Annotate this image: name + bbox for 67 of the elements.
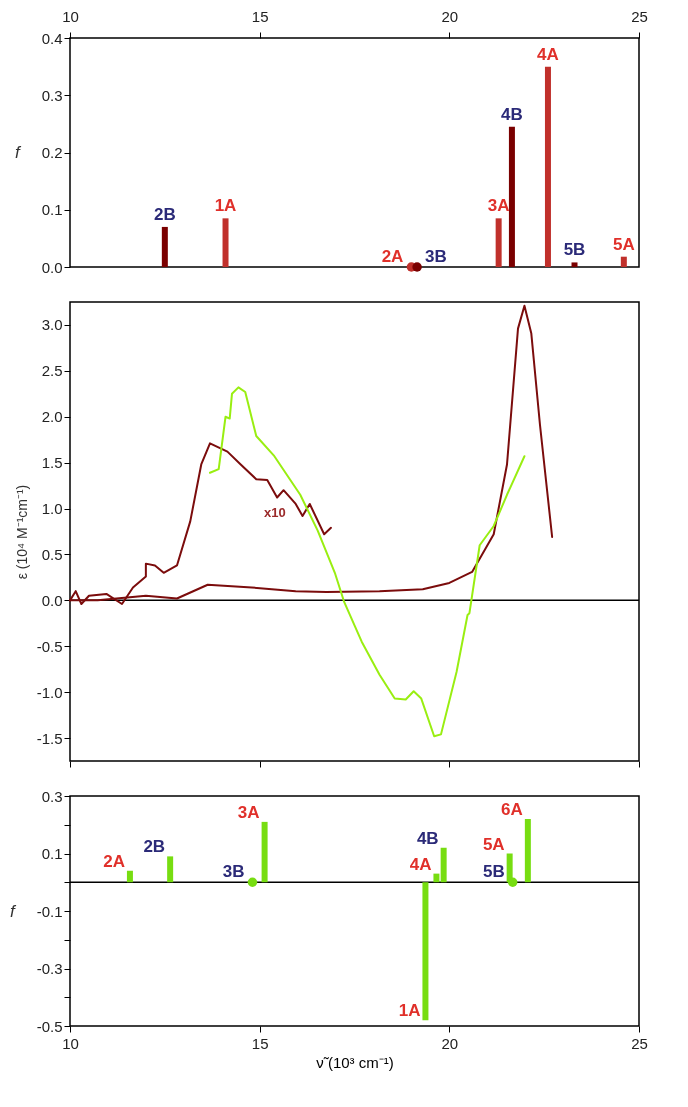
- annotation: 4A: [409, 854, 432, 874]
- y-tick-label: 0.1: [41, 845, 63, 862]
- y-axis-title: f: [14, 143, 22, 162]
- annotation: 3B: [222, 862, 245, 882]
- annotation: 2B: [143, 837, 166, 857]
- x-tick-label: 10: [62, 7, 79, 25]
- annotation: 1A: [214, 196, 237, 216]
- line-series: [208, 386, 526, 738]
- y-axis-title: f: [9, 901, 17, 921]
- bar: [433, 873, 440, 883]
- bar: [422, 882, 429, 1021]
- bar: [508, 126, 515, 267]
- annotation: 2A: [381, 247, 404, 266]
- x-tick-label: 25: [631, 7, 648, 25]
- annotation: x10: [263, 505, 286, 521]
- annotation: 3B: [425, 247, 447, 266]
- bar: [495, 218, 502, 267]
- y-tick-label: -0.3: [36, 960, 63, 977]
- y-tick-label: 0.3: [41, 86, 63, 104]
- y-tick-label: 2.0: [41, 408, 63, 426]
- x-tick-label: 20: [441, 1034, 459, 1052]
- y-tick-label: 0.1: [41, 201, 63, 219]
- annotation: 5B: [563, 240, 586, 260]
- y-axis-title: ε (10⁴ M⁻¹cm⁻¹): [13, 484, 30, 580]
- y-tick-label: 1.0: [41, 500, 63, 518]
- x-tick-label: 20: [441, 7, 459, 25]
- annotation: 2A: [103, 851, 125, 871]
- y-tick-label: 0.0: [41, 591, 63, 609]
- annotation: 3A: [237, 802, 260, 822]
- bar: [571, 262, 578, 267]
- bar: [544, 66, 551, 267]
- annotation: 1A: [398, 1001, 421, 1021]
- annotation: 4A: [537, 44, 559, 64]
- y-tick-label: 0.5: [41, 545, 63, 563]
- annotation: 5B: [482, 862, 505, 882]
- y-tick-label: 0.3: [41, 787, 63, 805]
- bar: [524, 819, 531, 883]
- y-tick-label: -1.5: [36, 729, 63, 747]
- y-tick-label: 2.5: [41, 362, 63, 380]
- x-axis-title: ν̃ (10³ cm⁻¹): [316, 1053, 394, 1071]
- annotation: 4B: [416, 828, 439, 848]
- bar: [167, 856, 174, 883]
- annotation: 5A: [612, 234, 635, 254]
- annotation: 6A: [501, 800, 523, 819]
- annotation: 5A: [482, 834, 505, 854]
- y-tick-label: -1.0: [36, 683, 63, 701]
- y-tick-label: 0.4: [41, 29, 63, 47]
- bar: [222, 218, 229, 267]
- x-tick-label: 15: [251, 7, 269, 25]
- y-tick-label: -0.5: [36, 1017, 63, 1035]
- x-tick-label: 10: [62, 1034, 79, 1052]
- annotation: 2B: [153, 204, 176, 224]
- y-tick-label: 1.5: [41, 454, 63, 472]
- y-tick-label: 0.0: [41, 258, 63, 276]
- annotation: 3A: [487, 196, 510, 216]
- bar: [126, 870, 133, 883]
- bar: [440, 847, 447, 883]
- y-tick-label: 0.2: [41, 144, 63, 161]
- x-tick-label: 15: [251, 1034, 269, 1052]
- y-tick-label: -0.5: [36, 637, 63, 655]
- annotation: 4B: [501, 104, 523, 124]
- y-tick-label: 3.0: [41, 316, 63, 334]
- bar: [161, 226, 168, 267]
- bar: [620, 256, 627, 267]
- bar: [261, 821, 268, 883]
- x-tick-label: 25: [631, 1034, 648, 1052]
- y-tick-label: -0.1: [36, 902, 63, 920]
